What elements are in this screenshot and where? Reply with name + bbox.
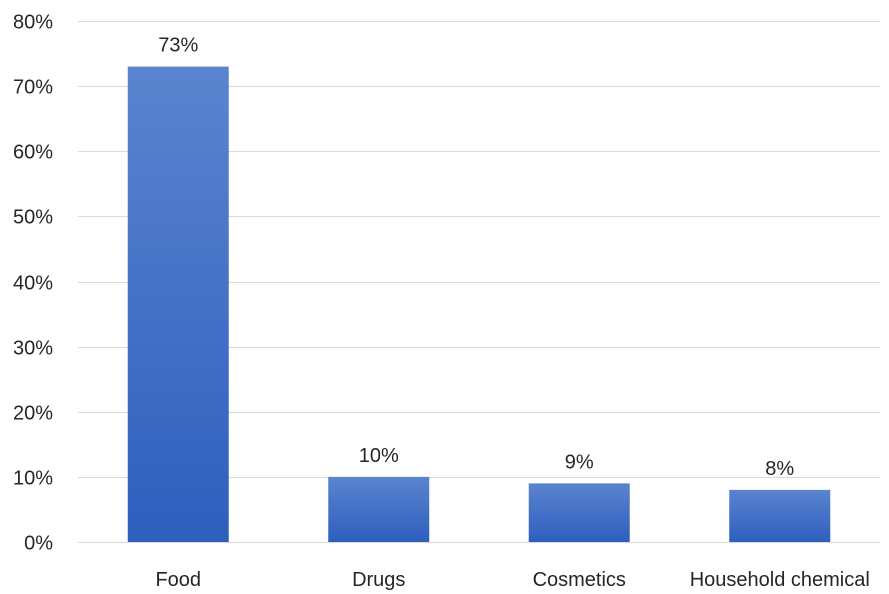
y-tick-label: 70%	[13, 77, 53, 99]
bar-drugs	[328, 476, 430, 542]
bars	[127, 66, 831, 543]
category-label: Food	[155, 569, 201, 591]
category-label: Household chemical	[690, 569, 870, 591]
data-labels: 73% 10% 9% 8%	[158, 35, 794, 480]
bar-food	[127, 66, 229, 543]
category-label: Cosmetics	[533, 569, 626, 591]
bar-cosmetics	[528, 483, 630, 542]
y-tick-label: 50%	[13, 207, 53, 229]
y-tick-label: 30%	[13, 338, 53, 360]
y-tick-label: 80%	[13, 12, 53, 34]
x-axis-category-labels: Food Drugs Cosmetics Household chemical	[155, 569, 869, 591]
y-tick-label: 20%	[13, 403, 53, 425]
category-label: Drugs	[352, 569, 405, 591]
y-tick-label: 60%	[13, 142, 53, 164]
data-label: 73%	[158, 35, 198, 57]
bar-household-chemical	[729, 489, 831, 542]
y-axis-tick-labels: 0% 10% 20% 30% 40% 50% 60% 70% 80%	[13, 12, 53, 555]
y-tick-label: 40%	[13, 273, 53, 295]
y-tick-label: 10%	[13, 468, 53, 490]
data-label: 8%	[765, 458, 794, 480]
y-tick-label: 0%	[24, 533, 53, 555]
data-label: 10%	[359, 445, 399, 467]
data-label: 9%	[565, 451, 594, 473]
